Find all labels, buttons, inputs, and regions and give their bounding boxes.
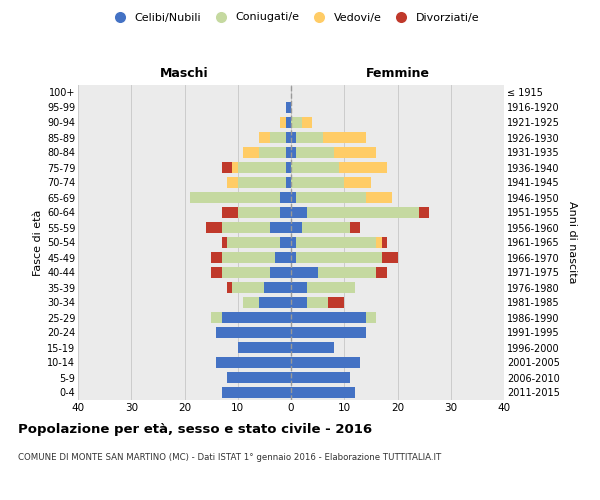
Bar	[222, 206, 238, 218]
Bar	[291, 296, 307, 308]
Bar	[280, 236, 291, 248]
Bar	[291, 326, 365, 338]
Bar	[291, 222, 302, 234]
Bar	[296, 192, 365, 203]
Bar	[238, 342, 291, 353]
Bar	[291, 372, 350, 384]
Bar	[376, 266, 387, 278]
Bar	[222, 386, 291, 398]
Bar	[307, 282, 355, 294]
Bar	[365, 192, 392, 203]
Bar	[339, 162, 387, 173]
Bar	[232, 162, 238, 173]
Bar	[291, 132, 296, 143]
Bar	[238, 206, 280, 218]
Bar	[291, 162, 339, 173]
Text: Maschi: Maschi	[160, 68, 209, 80]
Bar	[243, 296, 259, 308]
Bar	[382, 252, 398, 264]
Bar	[350, 222, 360, 234]
Bar	[190, 192, 280, 203]
Bar	[238, 176, 286, 188]
Bar	[291, 206, 307, 218]
Bar	[302, 222, 350, 234]
Bar	[344, 176, 371, 188]
Bar	[227, 372, 291, 384]
Bar	[280, 206, 291, 218]
Bar	[227, 176, 238, 188]
Bar	[259, 296, 291, 308]
Bar	[227, 236, 280, 248]
Bar	[291, 342, 334, 353]
Bar	[259, 146, 286, 158]
Bar	[296, 132, 323, 143]
Bar	[291, 266, 317, 278]
Bar	[291, 252, 296, 264]
Bar	[291, 312, 365, 324]
Bar	[296, 146, 334, 158]
Bar	[217, 326, 291, 338]
Legend: Celibi/Nubili, Coniugati/e, Vedovi/e, Divorziati/e: Celibi/Nubili, Coniugati/e, Vedovi/e, Di…	[104, 8, 484, 27]
Bar	[291, 116, 302, 128]
Bar	[211, 312, 222, 324]
Bar	[222, 266, 270, 278]
Bar	[317, 266, 376, 278]
Bar	[238, 162, 286, 173]
Bar	[270, 222, 291, 234]
Bar	[376, 236, 382, 248]
Bar	[222, 252, 275, 264]
Bar	[211, 252, 222, 264]
Bar	[286, 116, 291, 128]
Bar	[302, 116, 312, 128]
Text: COMUNE DI MONTE SAN MARTINO (MC) - Dati ISTAT 1° gennaio 2016 - Elaborazione TUT: COMUNE DI MONTE SAN MARTINO (MC) - Dati …	[18, 452, 441, 462]
Bar	[291, 192, 296, 203]
Bar	[291, 356, 360, 368]
Bar	[286, 102, 291, 114]
Y-axis label: Anni di nascita: Anni di nascita	[566, 201, 577, 284]
Bar	[291, 386, 355, 398]
Bar	[419, 206, 430, 218]
Bar	[222, 222, 270, 234]
Bar	[280, 192, 291, 203]
Bar	[222, 312, 291, 324]
Bar	[291, 236, 296, 248]
Text: Popolazione per età, sesso e stato civile - 2016: Popolazione per età, sesso e stato civil…	[18, 422, 372, 436]
Bar	[296, 236, 376, 248]
Bar	[265, 282, 291, 294]
Bar	[291, 176, 344, 188]
Bar	[286, 162, 291, 173]
Bar	[291, 282, 307, 294]
Bar	[243, 146, 259, 158]
Bar	[222, 162, 232, 173]
Bar	[211, 266, 222, 278]
Bar	[307, 296, 328, 308]
Bar	[323, 132, 365, 143]
Bar	[286, 176, 291, 188]
Text: Femmine: Femmine	[365, 68, 430, 80]
Bar	[222, 236, 227, 248]
Bar	[328, 296, 344, 308]
Bar	[365, 312, 376, 324]
Bar	[296, 252, 382, 264]
Bar	[206, 222, 222, 234]
Bar	[232, 282, 265, 294]
Y-axis label: Fasce di età: Fasce di età	[32, 210, 43, 276]
Bar	[275, 252, 291, 264]
Bar	[259, 132, 270, 143]
Bar	[217, 356, 291, 368]
Bar	[286, 146, 291, 158]
Bar	[270, 266, 291, 278]
Bar	[227, 282, 232, 294]
Bar	[307, 206, 419, 218]
Bar	[291, 146, 296, 158]
Bar	[334, 146, 376, 158]
Bar	[280, 116, 286, 128]
Bar	[286, 132, 291, 143]
Bar	[382, 236, 387, 248]
Bar	[270, 132, 286, 143]
